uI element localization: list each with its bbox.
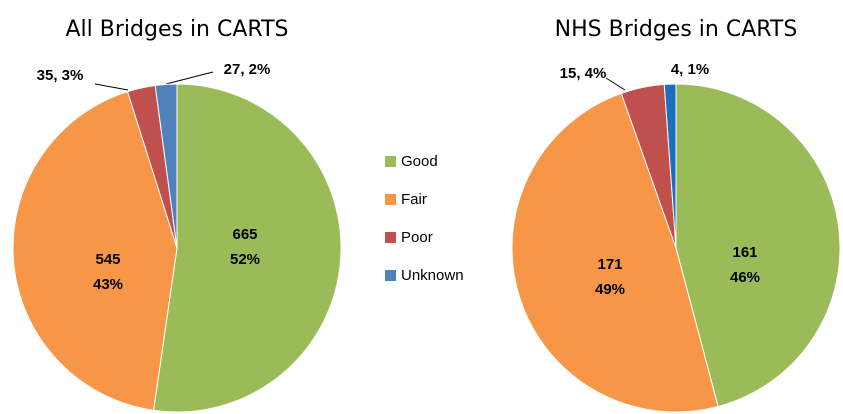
data-label: 35, 3% bbox=[37, 67, 84, 84]
legend-label: Good bbox=[401, 153, 438, 170]
chart-title: NHS Bridges in CARTS bbox=[555, 17, 798, 42]
legend-label: Unknown bbox=[401, 267, 464, 284]
pie-slice bbox=[675, 83, 841, 408]
leader-line bbox=[94, 83, 129, 91]
data-label: 161 46% bbox=[730, 244, 760, 286]
data-label: 545 43% bbox=[93, 251, 123, 293]
data-label: 665 52% bbox=[230, 226, 260, 268]
leader-line bbox=[605, 77, 626, 91]
pie-slice bbox=[12, 91, 178, 411]
legend-swatch bbox=[385, 270, 396, 281]
pie-slice bbox=[153, 83, 342, 413]
legend-label: Poor bbox=[401, 229, 433, 246]
data-label: 171 49% bbox=[595, 256, 625, 298]
legend-swatch bbox=[385, 156, 396, 167]
legend-swatch bbox=[385, 232, 396, 243]
legend-swatch bbox=[385, 194, 396, 205]
pie-slice bbox=[511, 92, 719, 413]
data-label: 4, 1% bbox=[671, 61, 709, 78]
leader-line bbox=[165, 71, 214, 85]
data-label: 27, 2% bbox=[224, 61, 271, 78]
pie-slice bbox=[154, 83, 178, 249]
legend-label: Fair bbox=[401, 191, 427, 208]
data-label: 15, 4% bbox=[560, 65, 607, 82]
chart-title: All Bridges in CARTS bbox=[66, 17, 289, 42]
pie-slice bbox=[663, 83, 677, 249]
